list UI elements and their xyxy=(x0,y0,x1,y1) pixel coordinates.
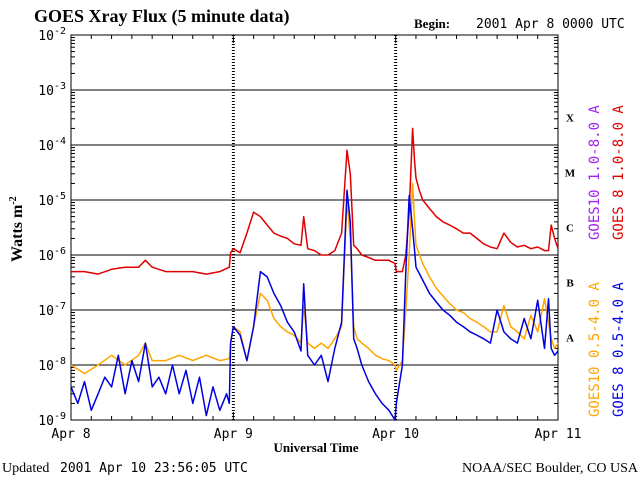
updated-value: 2001 Apr 10 23:56:05 UTC xyxy=(60,461,248,476)
grid-lines xyxy=(71,89,558,366)
y-tick-label: 10-3 xyxy=(38,81,66,99)
y-tick-label: 10-5 xyxy=(38,191,66,209)
x-tick-label: Apr 11 xyxy=(535,427,582,442)
flare-class-C: C xyxy=(566,223,574,235)
y-tick-label: 10-2 xyxy=(38,26,66,44)
x-axis-ticks: Apr 8 Apr 9 Apr 10 Apr 11 xyxy=(51,35,581,442)
y-axis-label: Watts m-2 xyxy=(8,196,26,262)
begin-value: 2001 Apr 8 0000 UTC xyxy=(476,17,625,32)
series-line-2 xyxy=(70,182,559,375)
flare-class-X: X xyxy=(566,113,574,125)
y-tick-label: 10-6 xyxy=(38,246,66,264)
flare-class-A: A xyxy=(566,333,574,345)
series-line-3 xyxy=(70,189,559,421)
y-tick-label: 10-7 xyxy=(38,301,66,319)
y-tick-label: 10-9 xyxy=(38,411,66,429)
x-tick-label: Apr 8 xyxy=(51,427,90,442)
y-tick-label: 10-4 xyxy=(38,136,66,154)
begin-label: Begin: xyxy=(414,16,450,31)
x-tick-label: Apr 9 xyxy=(214,427,253,442)
credit: NOAA/SEC Boulder, CO USA xyxy=(462,461,639,476)
y-tick-label: 10-8 xyxy=(38,356,66,374)
chart-title: GOES Xray Flux (5 minute data) xyxy=(34,6,290,27)
legend-goes8-long: GOES 8 1.0-8.0 A xyxy=(611,105,627,240)
x-axis-label: Universal Time xyxy=(273,440,358,455)
day-separators xyxy=(231,35,398,420)
legend: GOES10 1.0-8.0 A GOES 8 1.0-8.0 A GOES10… xyxy=(587,105,627,417)
flare-class-labels: A B C M X xyxy=(565,113,576,345)
series-lines xyxy=(70,127,559,421)
legend-goes10-short: GOES10 0.5-4.0 A xyxy=(587,282,603,417)
legend-goes8-short: GOES 8 0.5-4.0 A xyxy=(611,282,627,417)
y-axis-ticks: 10-9 10-8 10-7 10-6 10-5 10-4 10-3 10-2 xyxy=(38,26,558,429)
plot-frame xyxy=(70,34,559,421)
legend-goes10-long: GOES10 1.0-8.0 A xyxy=(587,105,603,240)
flare-class-B: B xyxy=(566,278,574,290)
flare-class-M: M xyxy=(565,168,576,180)
updated-label: Updated xyxy=(2,461,49,476)
series-line-1 xyxy=(71,127,559,275)
x-tick-label: Apr 10 xyxy=(372,427,419,442)
